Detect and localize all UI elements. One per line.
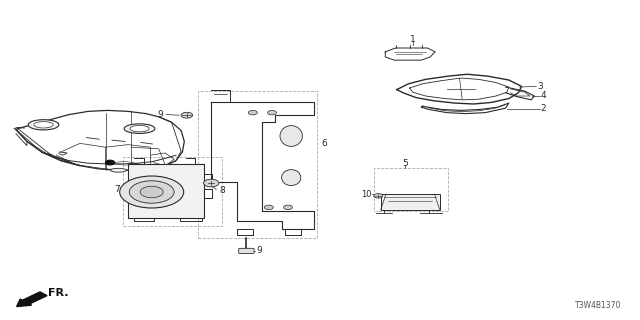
Circle shape <box>268 110 276 115</box>
Ellipse shape <box>110 168 127 172</box>
Text: 3: 3 <box>538 82 543 91</box>
Circle shape <box>248 110 257 115</box>
Text: 4: 4 <box>541 92 547 100</box>
Ellipse shape <box>28 120 59 130</box>
Ellipse shape <box>130 125 149 132</box>
Circle shape <box>264 205 273 210</box>
Ellipse shape <box>34 122 53 128</box>
Bar <box>123 157 222 226</box>
Circle shape <box>181 112 193 118</box>
Text: 9: 9 <box>256 246 262 255</box>
FancyArrow shape <box>17 292 47 307</box>
Ellipse shape <box>280 125 302 147</box>
Circle shape <box>120 176 184 208</box>
Bar <box>128 164 204 218</box>
Text: 1: 1 <box>410 35 415 44</box>
Text: FR.: FR. <box>48 288 68 298</box>
Text: 6: 6 <box>321 140 327 148</box>
Bar <box>198 91 317 238</box>
Text: 8: 8 <box>219 186 225 195</box>
Text: 10: 10 <box>361 190 371 199</box>
Circle shape <box>140 186 163 198</box>
Text: T3W4B1370: T3W4B1370 <box>575 301 621 310</box>
Circle shape <box>106 160 115 165</box>
Text: 5: 5 <box>403 159 408 168</box>
Bar <box>374 168 448 211</box>
FancyBboxPatch shape <box>239 248 254 253</box>
Text: 7: 7 <box>115 185 120 194</box>
Bar <box>381 194 440 210</box>
Text: 2: 2 <box>541 104 547 113</box>
Circle shape <box>204 179 219 187</box>
Ellipse shape <box>124 124 155 133</box>
Text: 9: 9 <box>157 110 163 119</box>
Circle shape <box>129 181 174 203</box>
Circle shape <box>284 205 292 210</box>
Ellipse shape <box>282 170 301 186</box>
Circle shape <box>374 194 383 198</box>
